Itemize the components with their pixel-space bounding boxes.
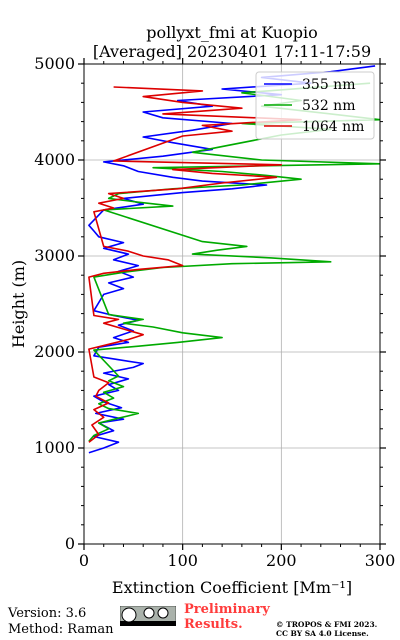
footer-info: Version: 3.6 Method: Raman [8,606,114,638]
series-line-2 [88,86,302,443]
series-line-1 [88,82,380,442]
x-tick-label: 0 [79,551,89,570]
y-tick-label: 2000 [34,342,75,361]
x-axis-label: Extinction Coefficient [Mm⁻¹] [112,578,352,597]
copyright-line2: CC BY SA 4.0 License. [276,629,369,638]
series-line-0 [88,65,376,454]
chart-title-line1: pollyxt_fmi at Kuopio [146,23,317,42]
version-text: Version: 3.6 [8,606,87,621]
method-text: Method: Raman [8,622,114,637]
copyright-line1: © TROPOS & FMI 2023. [276,620,378,629]
x-tick-label: 300 [365,551,396,570]
data-series [88,65,380,454]
cc-by-sa-license-icon [120,606,176,626]
copyright-text: © TROPOS & FMI 2023. CC BY SA 4.0 Licens… [276,620,377,638]
preliminary-line2: Results. [184,617,243,632]
x-tick-label: 100 [167,551,198,570]
y-tick-label: 0 [65,534,75,553]
y-tick-label: 3000 [34,246,75,265]
y-tick-label: 5000 [34,54,75,73]
y-tick-label: 4000 [34,150,75,169]
y-axis-label: Height (m) [9,260,28,348]
legend-label: 532 nm [302,98,355,114]
legend-label: 1064 nm [302,119,364,135]
chart-title-line2: [Averaged] 20230401 17:11-17:59 [93,42,371,61]
legend-box [255,71,375,140]
x-tick-label: 200 [266,551,297,570]
legend: 355 nm 532 nm 1064 nm [255,71,375,140]
preliminary-line1: Preliminary [184,602,270,617]
preliminary-results-text: Preliminary Results. [184,602,270,632]
plot-area-frame [83,63,381,545]
y-tick-label: 1000 [34,438,75,457]
legend-label: 355 nm [302,77,355,93]
